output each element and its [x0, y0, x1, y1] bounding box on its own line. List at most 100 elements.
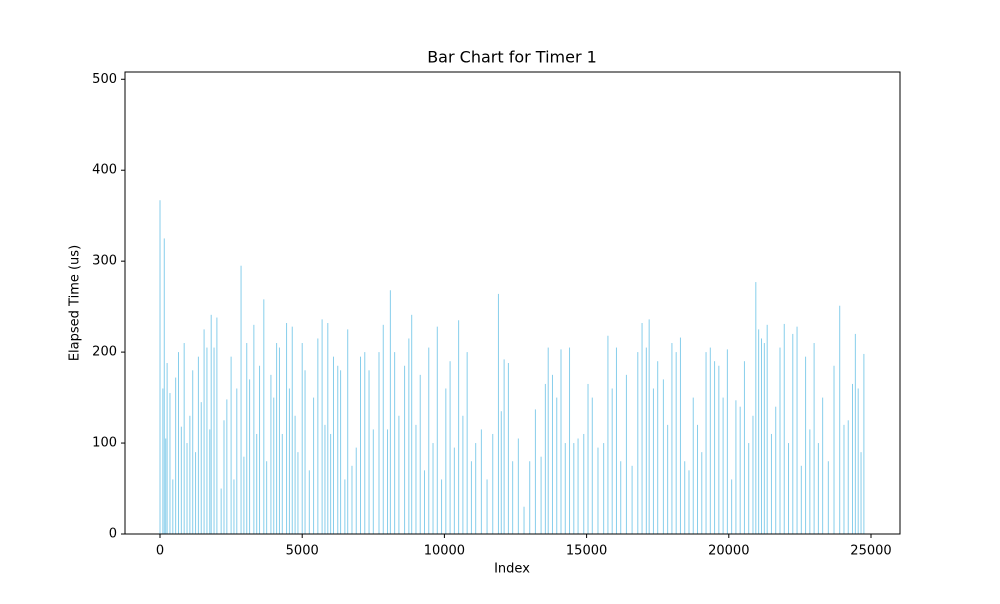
bar: [755, 282, 757, 534]
bar: [372, 429, 374, 534]
bar: [177, 352, 179, 534]
bar: [172, 479, 174, 534]
bar: [432, 443, 434, 534]
bar: [297, 452, 299, 534]
bar: [857, 388, 859, 534]
bar: [863, 353, 865, 534]
bar: [770, 433, 772, 534]
bar: [641, 323, 643, 534]
y-tick-label: 400: [92, 163, 117, 178]
bar: [620, 461, 622, 534]
bar: [321, 319, 323, 534]
bar: [822, 397, 824, 534]
bars: [159, 200, 865, 534]
bar: [779, 347, 781, 534]
bar: [486, 479, 488, 534]
bar: [210, 314, 212, 534]
y-tick-label: 500: [92, 72, 117, 87]
bar: [394, 352, 396, 534]
bar: [360, 356, 362, 534]
bar: [766, 324, 768, 534]
bar: [441, 479, 443, 534]
bar: [587, 383, 589, 534]
bar: [523, 506, 525, 534]
bar: [657, 361, 659, 534]
bar: [436, 326, 438, 534]
bar: [206, 347, 208, 534]
bar: [701, 452, 703, 534]
bar: [240, 265, 242, 534]
x-tick-label: 20000: [708, 544, 749, 559]
bar: [428, 347, 430, 534]
bar: [560, 349, 562, 534]
bar: [186, 443, 188, 534]
bar: [573, 443, 575, 534]
bar: [165, 438, 167, 534]
bar: [180, 426, 182, 534]
bar: [387, 429, 389, 534]
bar: [796, 326, 798, 534]
bar: [223, 420, 225, 534]
bar: [408, 338, 410, 534]
bar: [817, 443, 819, 534]
bar: [166, 363, 168, 534]
bar: [631, 465, 633, 534]
bar: [183, 343, 185, 534]
bar: [415, 424, 417, 534]
bar: [688, 470, 690, 534]
bar: [507, 363, 509, 534]
bar: [216, 317, 218, 534]
bar: [569, 347, 571, 534]
bar: [692, 397, 694, 534]
bar: [249, 379, 251, 534]
bar: [163, 238, 165, 534]
bar: [611, 388, 613, 534]
bar: [544, 383, 546, 534]
bar: [645, 347, 647, 534]
bar: [675, 352, 677, 534]
bar: [839, 305, 841, 534]
bar: [243, 456, 245, 534]
bar: [368, 370, 370, 534]
bar: [833, 365, 835, 534]
bar: [809, 429, 811, 534]
bar: [445, 388, 447, 534]
bar: [684, 461, 686, 534]
bar: [758, 329, 760, 534]
bar: [398, 415, 400, 534]
bar: [470, 461, 472, 534]
bar: [671, 343, 673, 534]
bar: [226, 399, 228, 534]
bar: [308, 470, 310, 534]
bar: [860, 452, 862, 534]
bar: [364, 352, 366, 534]
bar: [735, 400, 737, 534]
bar: [792, 333, 794, 534]
bar: [288, 388, 290, 534]
x-tick-label: 15000: [566, 544, 607, 559]
bar: [722, 397, 724, 534]
bar: [607, 335, 609, 534]
bar: [189, 415, 191, 534]
bar: [324, 424, 326, 534]
bar: [230, 356, 232, 534]
bar: [169, 393, 171, 534]
bar: [503, 359, 505, 534]
x-tick-label: 10000: [424, 544, 465, 559]
bar: [718, 365, 720, 534]
bar: [462, 415, 464, 534]
bar: [583, 433, 585, 534]
bar: [291, 326, 293, 534]
bar: [615, 347, 617, 534]
bar: [743, 361, 745, 534]
bar: [332, 356, 334, 534]
bar: [236, 388, 238, 534]
bar: [340, 370, 342, 534]
bar: [347, 329, 349, 534]
bar: [788, 443, 790, 534]
x-tick-label: 0: [156, 544, 164, 559]
bar: [466, 352, 468, 534]
bar: [203, 329, 205, 534]
y-tick-label: 0: [109, 527, 117, 542]
